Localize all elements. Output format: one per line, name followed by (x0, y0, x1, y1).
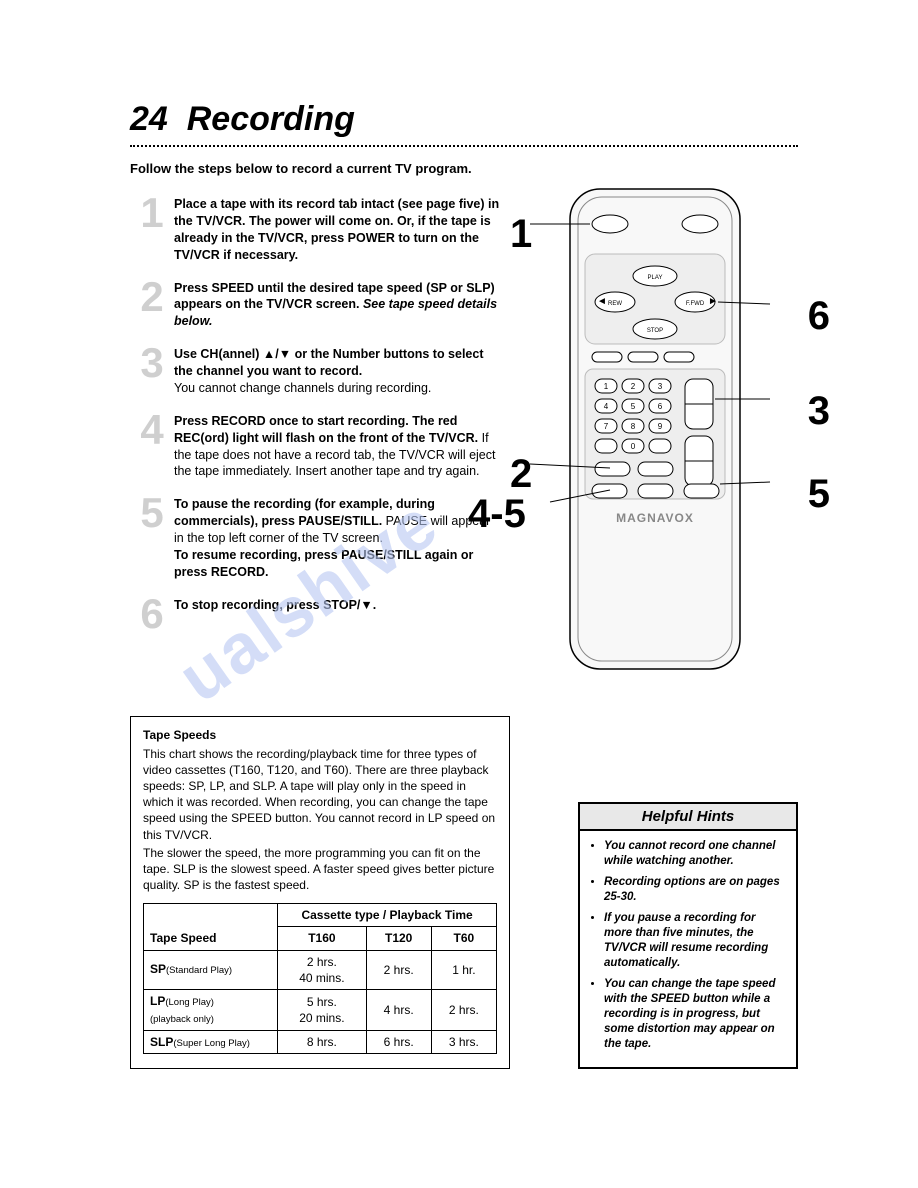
step-number: 2 (130, 278, 174, 331)
step-item: 5To pause the recording (for example, du… (130, 494, 500, 580)
table-cell: 1 hr. (431, 950, 496, 989)
hint-item: You can change the tape speed with the S… (604, 977, 786, 1052)
step-number: 3 (130, 344, 174, 397)
step-item: 4Press RECORD once to start recording. T… (130, 411, 500, 481)
row-label: LP(Long Play)(playback only) (144, 990, 278, 1031)
svg-text:5: 5 (631, 402, 636, 411)
table-cell: 2 hrs. (431, 990, 496, 1031)
svg-text:1: 1 (604, 382, 609, 391)
step-item: 6To stop recording, press STOP/▼. (130, 595, 500, 633)
svg-text:◄: ◄ (597, 296, 607, 307)
svg-text:REW: REW (608, 301, 622, 307)
table-col-header: T160 (278, 927, 366, 950)
steps-column: 1Place a tape with its record tab intact… (130, 194, 500, 646)
step-text: Use CH(annel) ▲/▼ or the Number buttons … (174, 344, 500, 397)
table-col-header: T120 (366, 927, 431, 950)
row-label: SP(Standard Play) (144, 950, 278, 989)
step-number: 5 (130, 494, 174, 580)
hint-item: Recording options are on pages 25-30. (604, 875, 786, 905)
step-item: 1Place a tape with its record tab intact… (130, 194, 500, 264)
table-row: SLP(Super Long Play)8 hrs.6 hrs.3 hrs. (144, 1030, 497, 1054)
svg-text:7: 7 (604, 422, 609, 431)
table-row: LP(Long Play)(playback only)5 hrs.20 min… (144, 990, 497, 1031)
svg-text:F.FWD: F.FWD (686, 301, 705, 307)
step-text: Press SPEED until the desired tape speed… (174, 278, 500, 331)
table-cell: 3 hrs. (431, 1030, 496, 1054)
helpful-hints-box: Helpful Hints You cannot record one chan… (578, 802, 798, 1069)
callout-6: 6 (808, 294, 830, 339)
hint-item: You cannot record one channel while watc… (604, 839, 786, 869)
callout-3: 3 (808, 389, 830, 434)
tape-speed-table: Tape Speed Cassette type / Playback Time… (143, 903, 497, 1054)
table-row: SP(Standard Play)2 hrs.40 mins.2 hrs.1 h… (144, 950, 497, 989)
table-header-span: Cassette type / Playback Time (278, 904, 497, 927)
tape-para2: The slower the speed, the more programmi… (143, 845, 497, 894)
svg-text:6: 6 (658, 402, 663, 411)
remote-diagram: PLAY REW F.FWD STOP ◄ ► 1 2 3 4 5 6 (510, 184, 800, 684)
svg-text:9: 9 (658, 422, 663, 431)
tape-speeds-box: Tape Speeds This chart shows the recordi… (130, 716, 510, 1069)
step-number: 6 (130, 595, 174, 633)
row-header: Tape Speed (150, 931, 216, 945)
table-cell: 5 hrs.20 mins. (278, 990, 366, 1031)
hints-title: Helpful Hints (580, 804, 796, 831)
page-number: 24 (130, 100, 168, 138)
step-text: To pause the recording (for example, dur… (174, 494, 500, 580)
table-cell: 4 hrs. (366, 990, 431, 1031)
step-text: To stop recording, press STOP/▼. (174, 595, 376, 633)
table-cell: 8 hrs. (278, 1030, 366, 1054)
callout-5: 5 (808, 472, 830, 517)
remote-column: 1 6 3 2 5 4-5 PLAY REW F.FWD STOP ◄ ► (520, 194, 798, 646)
step-item: 2Press SPEED until the desired tape spee… (130, 278, 500, 331)
table-col-header: T60 (431, 927, 496, 950)
svg-text:PLAY: PLAY (648, 275, 663, 281)
svg-text:8: 8 (631, 422, 636, 431)
hints-body: You cannot record one channel while watc… (580, 831, 796, 1067)
tape-heading: Tape Speeds (143, 727, 497, 743)
row-label: SLP(Super Long Play) (144, 1030, 278, 1054)
title-divider (130, 145, 798, 147)
step-number: 4 (130, 411, 174, 481)
page-heading: Recording (187, 100, 355, 138)
svg-text:►: ► (708, 296, 718, 307)
svg-text:3: 3 (658, 382, 663, 391)
svg-text:STOP: STOP (647, 328, 663, 334)
svg-text:MAGNAVOX: MAGNAVOX (616, 511, 694, 525)
svg-text:4: 4 (604, 402, 609, 411)
svg-text:2: 2 (631, 382, 636, 391)
svg-text:0: 0 (631, 442, 636, 451)
intro-text: Follow the steps below to record a curre… (130, 161, 798, 176)
hint-item: If you pause a recording for more than f… (604, 911, 786, 971)
step-text: Press RECORD once to start recording. Th… (174, 411, 500, 481)
table-cell: 2 hrs.40 mins. (278, 950, 366, 989)
table-cell: 6 hrs. (366, 1030, 431, 1054)
page-title: 24 Recording (130, 100, 798, 139)
table-cell: 2 hrs. (366, 950, 431, 989)
step-number: 1 (130, 194, 174, 264)
step-item: 3Use CH(annel) ▲/▼ or the Number buttons… (130, 344, 500, 397)
tape-para1: This chart shows the recording/playback … (143, 746, 497, 843)
step-text: Place a tape with its record tab intact … (174, 194, 500, 264)
